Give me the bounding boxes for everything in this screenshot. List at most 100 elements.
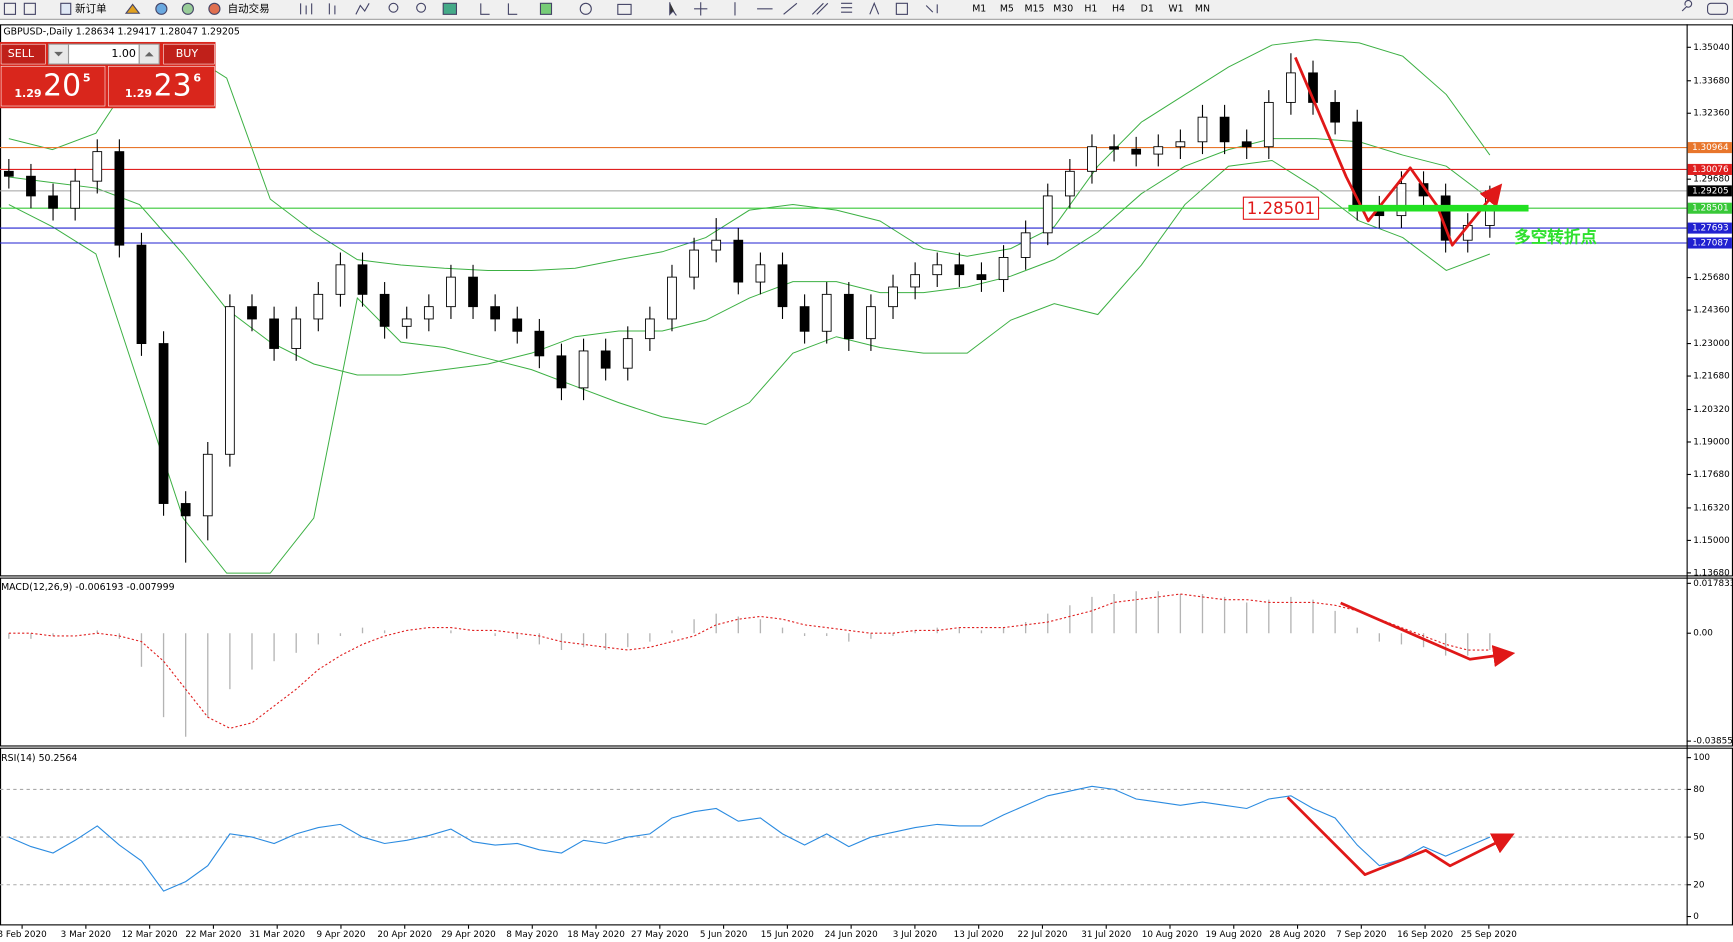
x-tick-label: 28 Aug 2020 — [1269, 930, 1326, 940]
rsi-arrow — [1286, 796, 1515, 877]
icon[interactable] — [300, 3, 313, 15]
icon[interactable] — [416, 2, 427, 13]
candle-body — [534, 330, 545, 357]
y-tick-label: 0.017833 — [1693, 579, 1733, 589]
candle-body — [799, 306, 810, 332]
level-label: 1.30964 — [1692, 143, 1729, 153]
level-label: 1.27693 — [1692, 224, 1729, 234]
candle-body — [70, 180, 81, 209]
x-tick-label: 22 Jul 2020 — [1017, 930, 1067, 940]
timeframe-button[interactable]: H4 — [1112, 3, 1125, 14]
icon[interactable] — [60, 2, 72, 15]
icon[interactable] — [3, 2, 17, 15]
candle-body — [1020, 232, 1031, 258]
candle-body — [401, 318, 412, 327]
candle-body — [1087, 146, 1097, 172]
candle-body — [888, 286, 898, 308]
level-label-bg — [1687, 237, 1732, 249]
icon[interactable] — [328, 3, 336, 15]
icon[interactable] — [442, 2, 458, 15]
candle-body — [777, 264, 788, 308]
timeframe-button[interactable]: M5 — [1000, 3, 1014, 14]
icon[interactable] — [23, 2, 36, 15]
icon[interactable] — [1707, 2, 1729, 15]
icon[interactable] — [539, 2, 553, 15]
candle-body — [335, 264, 346, 295]
icon[interactable] — [617, 3, 632, 15]
icon[interactable] — [925, 4, 938, 14]
level-label: 1.28501 — [1692, 204, 1729, 214]
candle-body — [866, 306, 876, 340]
x-tick-label: 31 Jul 2020 — [1081, 930, 1131, 940]
y-tick-label: 0 — [1693, 912, 1699, 922]
macd-arrow — [1340, 601, 1516, 667]
icon[interactable] — [388, 2, 399, 13]
buy-label[interactable]: BUY — [176, 47, 199, 60]
y-tick-label: 100 — [1693, 753, 1710, 763]
bollinger-lower — [8, 159, 1491, 574]
icon[interactable] — [181, 2, 194, 15]
sell-label[interactable]: SELL — [8, 47, 35, 60]
timeframe-button[interactable]: M15 — [1024, 3, 1044, 14]
level-label: 1.27087 — [1692, 238, 1729, 248]
y-tick-label: 0.00 — [1693, 629, 1713, 639]
level-label-bg — [1687, 185, 1732, 197]
timeframe-bar: M1 M5 M15 M30 H1 H4 D1 W1 MN — [972, 3, 1210, 14]
x-tick-label: 19 Aug 2020 — [1205, 930, 1262, 940]
buy-price-box[interactable] — [108, 65, 215, 107]
icon[interactable] — [869, 1, 880, 15]
icon[interactable] — [694, 2, 708, 16]
candle-body — [645, 318, 655, 340]
icon[interactable] — [480, 3, 490, 15]
sell-button[interactable] — [0, 43, 46, 65]
candle-body — [932, 264, 943, 276]
timeframe-button[interactable]: MN — [1195, 3, 1210, 14]
lot-value[interactable]: 1.00 — [111, 47, 136, 60]
annotation-box — [1242, 196, 1320, 220]
icon[interactable] — [895, 2, 908, 15]
icon[interactable] — [841, 2, 853, 13]
macd-panel — [0, 577, 1733, 747]
candle-body — [423, 306, 434, 320]
candle-body — [1396, 183, 1407, 217]
candle-body — [468, 276, 478, 308]
symbol-info: GBPUSD-,Daily 1.28634 1.29417 1.28047 1.… — [3, 27, 240, 38]
x-tick-label: 22 Mar 2020 — [185, 930, 241, 940]
x-tick-label: 12 Mar 2020 — [122, 930, 178, 940]
buy-button[interactable] — [163, 43, 215, 65]
icon[interactable] — [355, 3, 370, 15]
candle-body — [379, 293, 390, 327]
sell-price-box[interactable] — [0, 65, 106, 107]
overlay: 1.28501 多空转折点 — [1242, 196, 1597, 247]
buy-fraction: 6 — [193, 71, 201, 84]
timeframe-button[interactable]: M1 — [972, 3, 986, 14]
candle-body — [136, 244, 147, 345]
icon[interactable] — [155, 2, 168, 15]
timeframe-button[interactable]: H1 — [1084, 3, 1097, 14]
candle-body — [976, 274, 987, 281]
icon[interactable] — [783, 2, 798, 15]
candle-body — [910, 274, 920, 288]
icon[interactable] — [507, 3, 518, 15]
x-tick-label: 27 May 2020 — [631, 930, 689, 940]
icon[interactable] — [208, 2, 221, 15]
x-tick-label: 10 Aug 2020 — [1142, 930, 1199, 940]
icon[interactable] — [124, 3, 141, 14]
candle-body — [512, 318, 523, 332]
x-tick-label: 5 Jun 2020 — [700, 930, 748, 940]
timeframe-button[interactable]: D1 — [1141, 3, 1154, 14]
candle-body — [711, 239, 722, 251]
x-tick-label: 13 Jul 2020 — [954, 930, 1004, 940]
toolbar-button[interactable]: 新订单 — [75, 2, 106, 15]
icon[interactable] — [1681, 0, 1693, 12]
icon[interactable] — [579, 2, 592, 15]
timeframe-button[interactable]: W1 — [1168, 3, 1183, 14]
y-tick-label: 1.23000 — [1693, 339, 1730, 349]
timeframe-button[interactable]: M30 — [1053, 3, 1073, 14]
icon[interactable] — [811, 2, 829, 15]
y-tick-label: 1.24360 — [1693, 306, 1730, 316]
candle-body — [291, 318, 302, 349]
toolbar-button[interactable]: 自动交易 — [228, 2, 270, 15]
buy-big-figure: 1.29 — [125, 87, 152, 100]
